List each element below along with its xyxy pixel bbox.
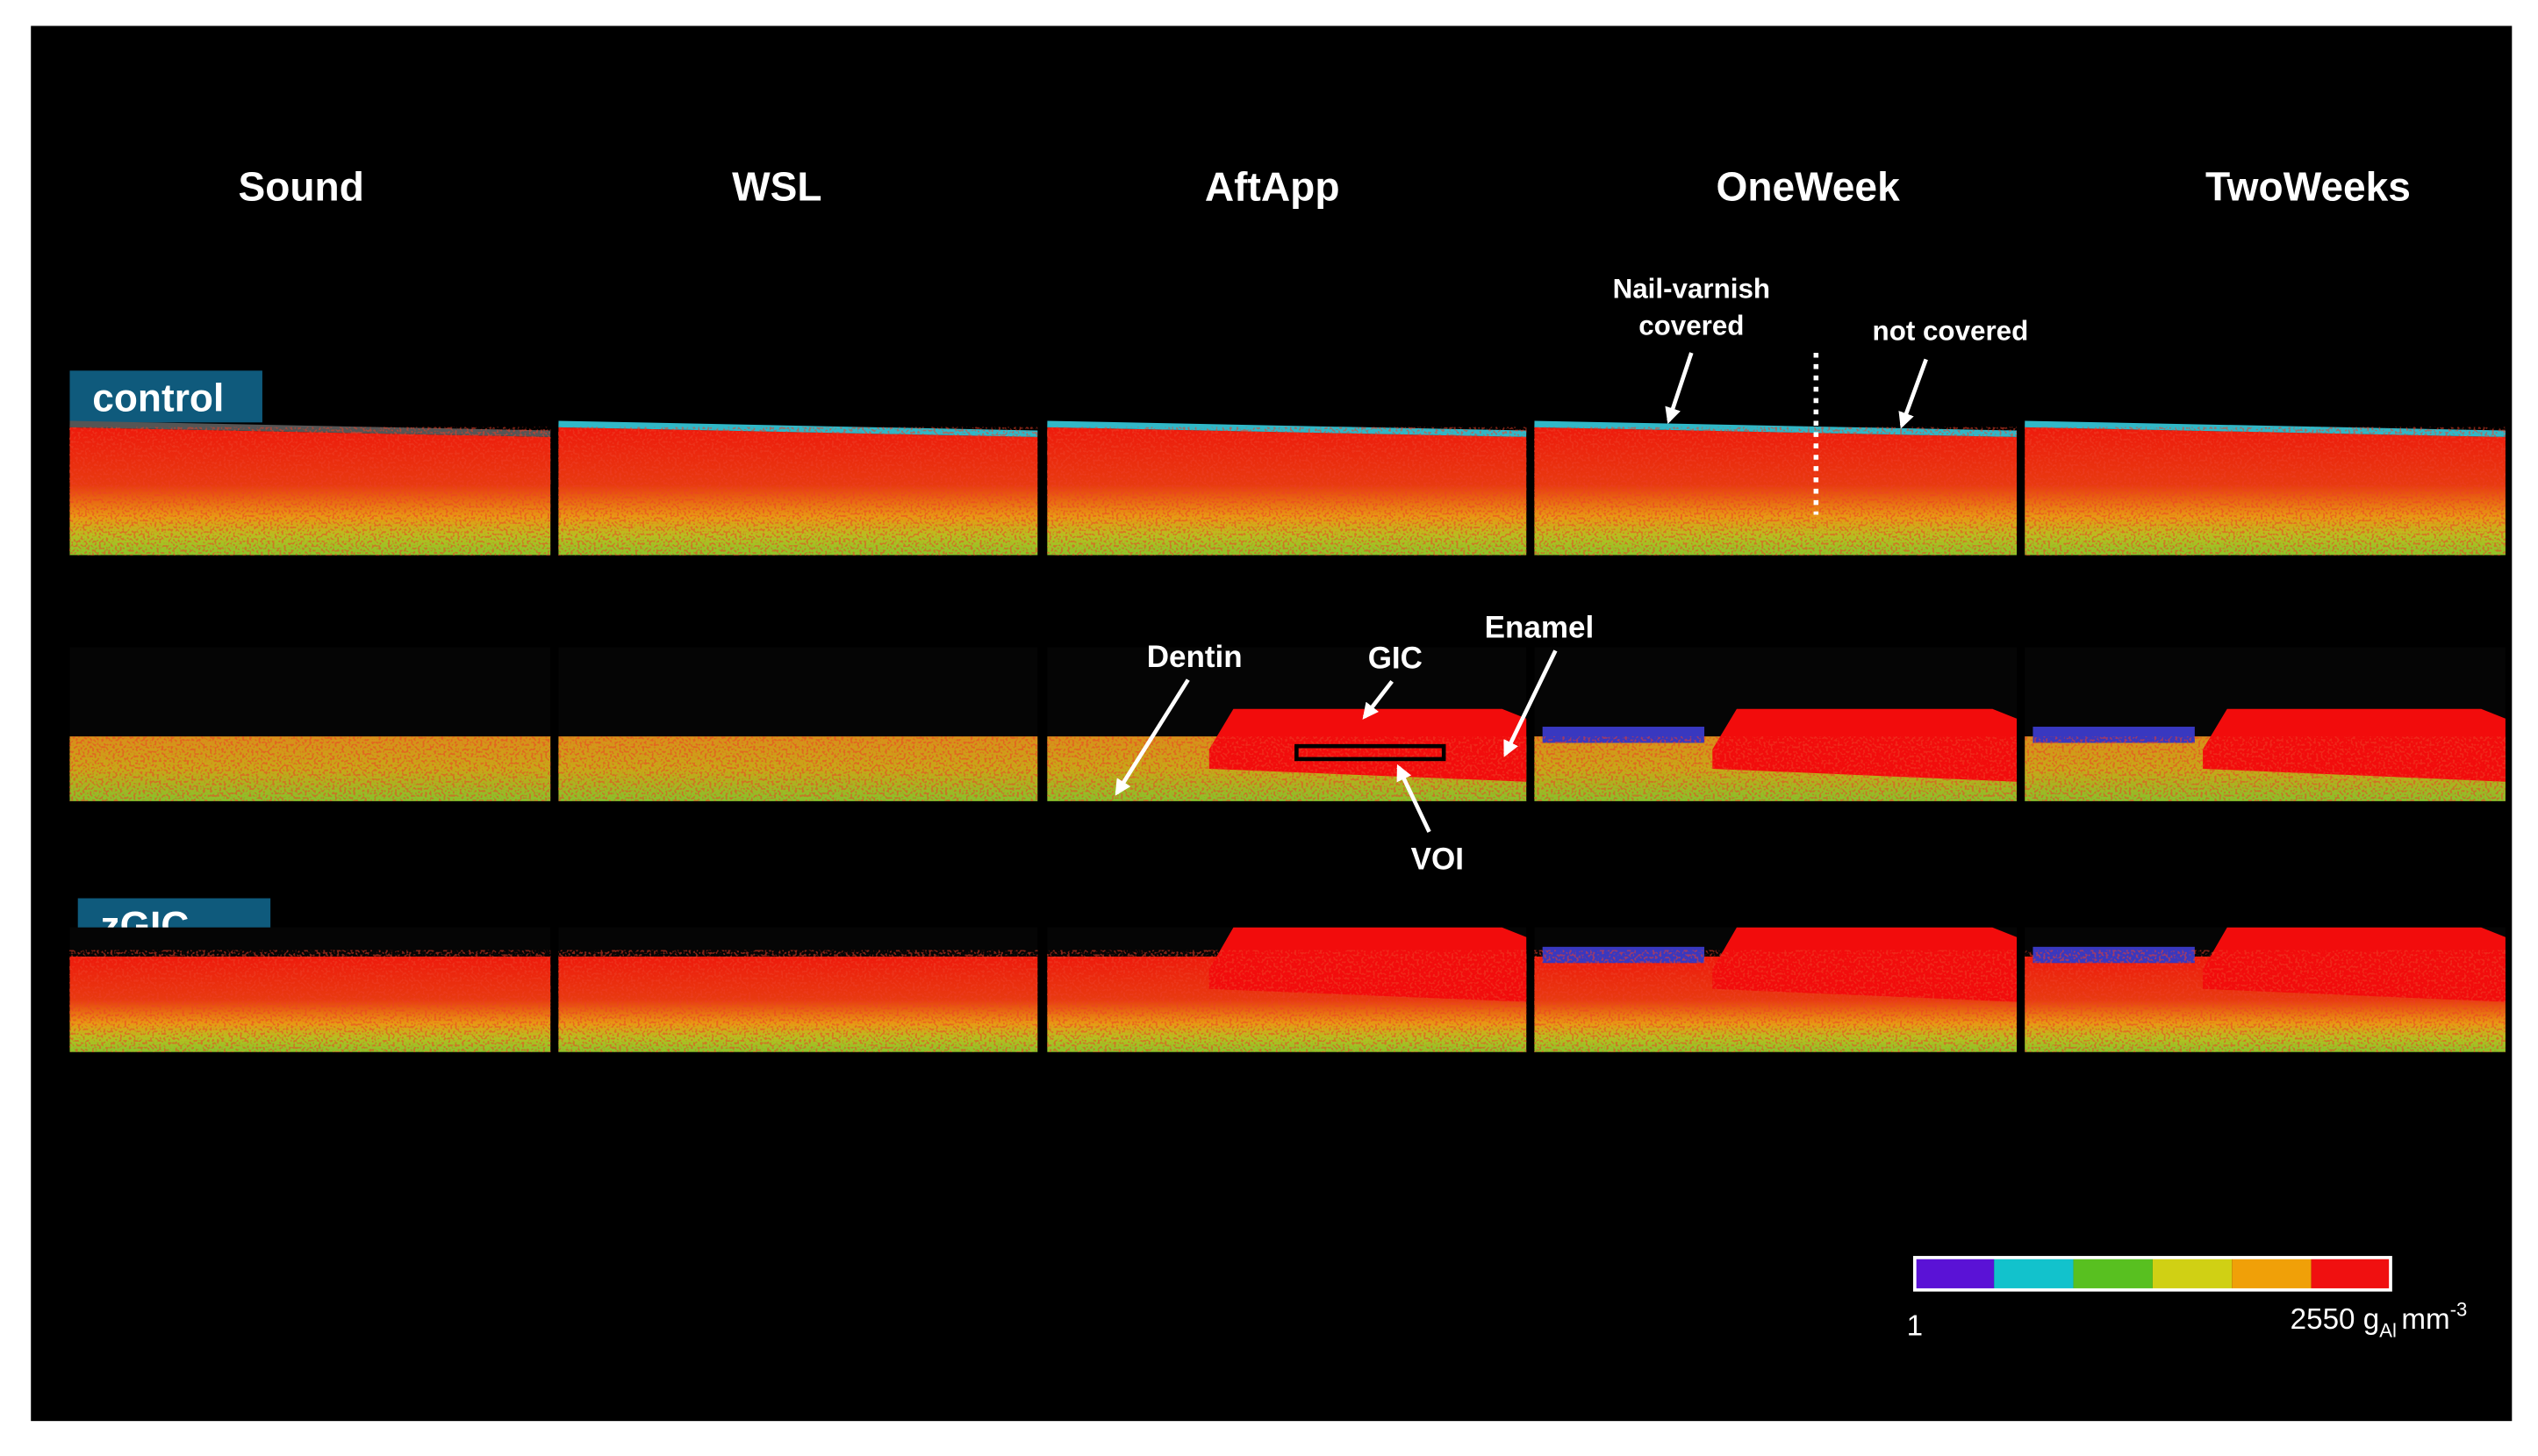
speckle [1047,950,1527,1052]
arrow [1396,764,1431,833]
micro-ct-image [2025,420,2506,556]
micro-ct-image [558,420,1038,556]
micro-ct-image [69,927,551,1052]
annotation: Dentin [1147,640,1243,674]
annotation: VOI [1411,842,1464,876]
annotation: Nail-varnish [1613,273,1770,304]
micro-ct-image [1047,647,1527,801]
annotation: covered [1638,311,1744,341]
micro-ct-image [69,420,551,556]
column-header: Sound [239,164,364,210]
arrow [1115,678,1190,796]
arrow [1898,358,1928,429]
arrow [1362,679,1394,720]
speckle [2025,427,2506,556]
colorbar-min: 1 [1907,1309,1923,1342]
speckle [69,427,551,556]
colorbar-max: 2550 gAl mm-3 [2291,1298,2468,1341]
micro-ct-image [1047,420,1527,556]
row-label: control [92,377,224,420]
colorbar [1912,1256,2392,1292]
column-header: WSL [732,164,821,210]
speckle [1047,427,1527,556]
speckle [1534,427,2017,556]
column-header: AftApp [1205,164,1340,210]
annotation: not covered [1873,315,2029,346]
row-label-box [69,370,262,423]
micro-ct-image [2025,647,2506,801]
annotation: GIC [1368,642,1423,676]
speckle [1534,950,2017,1052]
speckle [558,950,1038,1052]
speckle [2025,950,2506,1052]
speckle [558,427,1038,556]
micro-ct-image [2025,927,2506,1052]
arrow [1503,649,1558,757]
arrow [1665,352,1694,424]
speckle [558,736,1038,801]
column-header: OneWeek [1716,164,1900,210]
speckle [2025,736,2506,801]
micro-ct-image [558,647,1038,801]
micro-ct-image [1534,420,2018,556]
annotation: Enamel [1485,611,1595,645]
speckle [69,950,551,1052]
speckle [1534,736,2017,801]
micro-ct-image [1047,927,1527,1052]
micro-ct-image [69,647,551,801]
voi-box [1294,743,1446,762]
column-header: TwoWeeks [2205,164,2411,210]
speckle [69,736,551,801]
micro-ct-image [558,927,1038,1052]
micro-ct-image [1534,927,2017,1052]
micro-ct-image [1534,647,2017,801]
